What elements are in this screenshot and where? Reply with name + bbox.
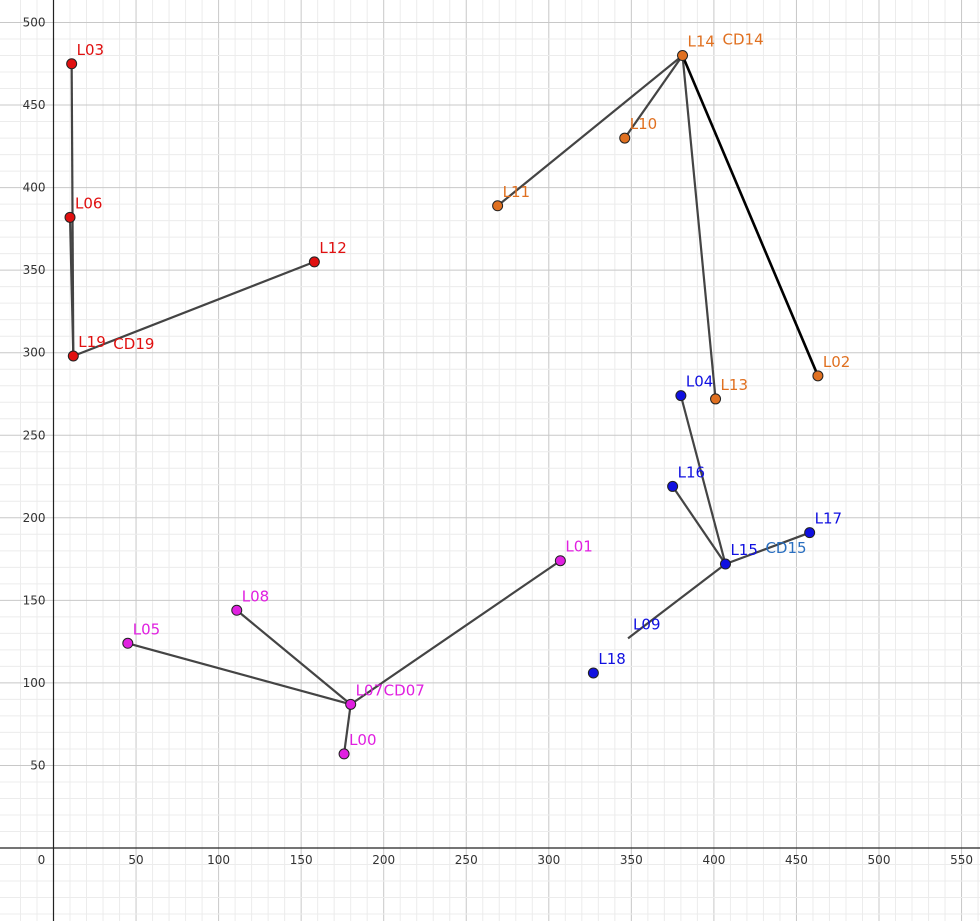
point-l15[interactable] (719, 558, 731, 570)
point-label-l15: L15 (730, 541, 757, 559)
edge (350, 559, 561, 706)
y-tick-label: 450 (23, 98, 46, 112)
point-l05[interactable] (122, 637, 134, 649)
edge (72, 260, 315, 358)
x-tick-label: 0 (38, 853, 46, 867)
x-tick-label: 200 (372, 853, 395, 867)
y-tick-label: 400 (23, 181, 46, 195)
point-l00[interactable] (338, 748, 350, 760)
point-l03[interactable] (66, 58, 78, 70)
point-l10[interactable] (619, 132, 631, 144)
point-label-l09: L09 (633, 615, 660, 633)
point-l04[interactable] (675, 390, 687, 402)
point-l19[interactable] (67, 350, 79, 362)
edge (127, 642, 351, 706)
edge (236, 609, 352, 706)
edge (725, 531, 811, 566)
point-label-l11: L11 (503, 183, 530, 201)
x-tick-label: 400 (702, 853, 725, 867)
x-tick-label: 100 (207, 853, 230, 867)
y-tick-label: 300 (23, 346, 46, 360)
point-label-l12: L12 (319, 239, 346, 257)
point-label-l05: L05 (133, 620, 160, 638)
point-l14[interactable] (677, 50, 689, 62)
y-tick-label: 200 (23, 511, 46, 525)
point-label-l06: L06 (75, 194, 102, 212)
point-label-l10: L10 (630, 115, 657, 133)
center-label-cd07: CD07 (384, 681, 425, 699)
point-label-l01: L01 (565, 538, 592, 556)
point-label-l00: L00 (349, 731, 376, 749)
y-tick-label: 100 (23, 676, 46, 690)
point-l16[interactable] (667, 480, 679, 492)
edge (627, 563, 727, 640)
y-tick-label: 500 (23, 16, 46, 30)
center-label-cd15: CD15 (765, 539, 806, 557)
point-l12[interactable] (308, 256, 320, 268)
point-l02[interactable] (812, 370, 824, 382)
edge (623, 54, 684, 139)
point-label-l04: L04 (686, 373, 713, 391)
y-tick-label: 150 (23, 593, 46, 607)
point-label-l18: L18 (598, 650, 625, 668)
point-l07[interactable] (345, 698, 357, 710)
center-label-cd14: CD14 (723, 31, 764, 49)
point-label-l02: L02 (823, 353, 850, 371)
x-tick-label: 450 (785, 853, 808, 867)
point-l06[interactable] (64, 211, 76, 223)
point-l08[interactable] (231, 604, 243, 616)
point-label-l16: L16 (678, 463, 705, 481)
y-tick-label: 50 (30, 758, 45, 772)
x-tick-label: 50 (128, 853, 143, 867)
point-label-l13: L13 (721, 376, 748, 394)
point-l11[interactable] (492, 200, 504, 212)
edge (679, 395, 727, 565)
x-tick-label: 300 (537, 853, 560, 867)
edge (496, 54, 684, 207)
x-tick-label: 500 (868, 853, 891, 867)
edge (681, 55, 820, 377)
point-l17[interactable] (804, 527, 816, 539)
x-tick-label: 550 (950, 853, 973, 867)
x-tick-label: 250 (455, 853, 478, 867)
y-tick-label: 350 (23, 263, 46, 277)
x-tick-label: 150 (290, 853, 313, 867)
point-l13[interactable] (710, 393, 722, 405)
edge (671, 485, 727, 565)
point-label-l07: L07 (356, 681, 383, 699)
edge (681, 55, 717, 400)
edge (68, 217, 75, 357)
edge (342, 704, 352, 755)
y-tick-label: 250 (23, 428, 46, 442)
center-label-cd19: CD19 (113, 335, 154, 353)
point-l01[interactable] (554, 555, 566, 567)
point-label-l03: L03 (77, 41, 104, 59)
point-label-l08: L08 (242, 587, 269, 605)
point-label-l19: L19 (78, 333, 105, 351)
point-label-l14: L14 (688, 33, 715, 51)
x-tick-label: 350 (620, 853, 643, 867)
point-l18[interactable] (587, 667, 599, 679)
point-label-l17: L17 (815, 510, 842, 528)
